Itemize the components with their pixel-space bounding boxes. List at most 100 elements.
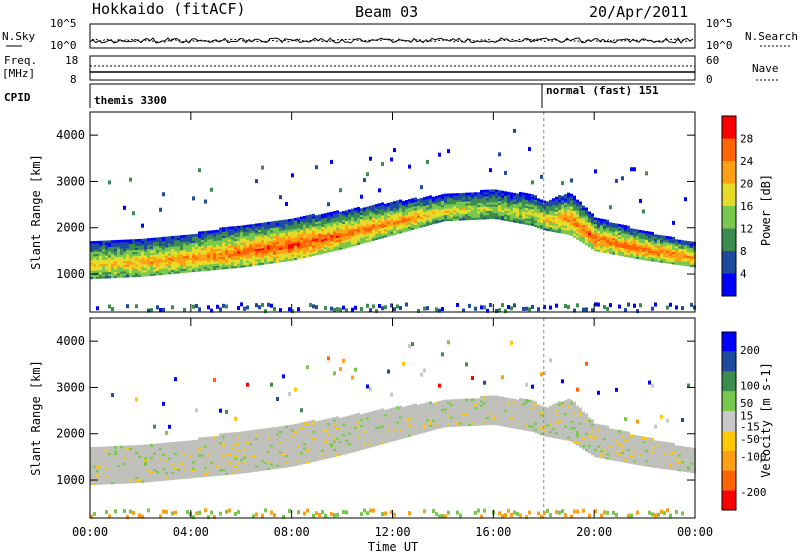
range-cell — [141, 453, 144, 456]
range-cell — [321, 232, 324, 236]
range-cell — [288, 250, 291, 253]
range-cell — [681, 263, 684, 266]
range-cell — [330, 232, 333, 236]
range-cell — [216, 469, 219, 472]
range-cell — [258, 262, 261, 266]
range-cell — [216, 473, 219, 476]
range-cell — [402, 217, 405, 221]
range-cell — [165, 263, 168, 267]
range-cell — [120, 479, 123, 482]
range-cell — [549, 208, 552, 211]
range-cell — [351, 229, 354, 233]
range-cell — [351, 210, 354, 214]
range-cell — [174, 448, 177, 451]
range-cell — [123, 481, 126, 484]
range-cell — [258, 260, 261, 264]
range-cell — [432, 219, 435, 223]
range-cell — [135, 474, 138, 477]
range-cell — [297, 446, 300, 449]
range-cell — [678, 252, 681, 255]
near-range-cell — [159, 308, 162, 313]
range-cell — [564, 217, 567, 220]
range-cell — [120, 256, 123, 260]
range-cell — [99, 242, 102, 246]
range-cell — [183, 255, 186, 259]
range-cell — [261, 241, 264, 245]
range-cell — [381, 225, 384, 228]
range-cell — [186, 265, 189, 269]
range-cell — [279, 241, 282, 244]
range-cell — [519, 194, 522, 197]
range-cell — [444, 193, 447, 197]
range-cell — [279, 457, 282, 461]
range-cell — [180, 474, 183, 478]
range-cell — [444, 214, 447, 218]
range-cell — [153, 477, 156, 480]
range-cell — [111, 467, 114, 470]
range-cell — [345, 212, 348, 215]
range-cell — [561, 195, 564, 199]
range-cell — [381, 204, 384, 208]
range-cell — [585, 232, 588, 236]
range-cell — [150, 450, 153, 453]
range-cell — [189, 236, 192, 240]
range-cell — [171, 250, 174, 254]
range-cell — [150, 471, 153, 474]
range-cell — [345, 233, 348, 236]
range-cell — [237, 440, 240, 443]
range-cell — [330, 220, 333, 223]
range-cell — [192, 261, 195, 264]
range-cell — [183, 455, 186, 459]
range-cell — [252, 234, 255, 237]
range-cell — [108, 454, 111, 458]
range-cell — [300, 243, 303, 247]
range-cell — [459, 203, 462, 206]
range-cell — [240, 260, 243, 264]
range-cell — [237, 227, 240, 231]
range-cell — [402, 223, 405, 227]
range-cell — [129, 457, 132, 461]
range-cell — [327, 235, 330, 238]
range-cell — [375, 233, 378, 236]
range-cell — [480, 210, 483, 214]
y-tick-label: 2000 — [56, 221, 85, 235]
range-cell — [210, 448, 213, 452]
range-cell — [417, 211, 420, 214]
near-range-cell — [474, 306, 477, 311]
range-cell — [279, 228, 282, 232]
range-cell — [570, 197, 573, 201]
range-cell — [93, 457, 96, 461]
range-cell — [648, 235, 651, 239]
scattered-cell — [165, 430, 168, 435]
range-cell — [567, 230, 570, 233]
range-cell — [606, 230, 609, 233]
range-cell — [288, 433, 291, 436]
range-cell — [384, 214, 387, 217]
range-cell — [186, 236, 189, 240]
range-cell — [225, 231, 228, 234]
range-cell — [504, 191, 507, 194]
range-cell — [204, 459, 207, 463]
range-cell — [486, 191, 489, 195]
range-cell — [102, 261, 105, 265]
range-cell — [375, 229, 378, 232]
range-cell — [93, 270, 96, 273]
range-cell — [408, 219, 411, 223]
range-cell — [690, 249, 693, 253]
range-cell — [165, 244, 168, 248]
range-cell — [126, 262, 129, 266]
range-cell — [561, 218, 564, 222]
range-cell — [126, 272, 129, 276]
range-cell — [147, 479, 150, 483]
range-cell — [210, 436, 213, 439]
range-cell — [522, 192, 525, 196]
range-cell — [303, 440, 306, 444]
range-cell — [210, 465, 213, 469]
range-cell — [135, 270, 138, 273]
range-cell — [210, 230, 213, 233]
range-cell — [198, 252, 201, 255]
range-cell — [408, 228, 411, 231]
range-cell — [162, 247, 165, 250]
range-cell — [258, 452, 261, 455]
range-cell — [225, 247, 228, 251]
